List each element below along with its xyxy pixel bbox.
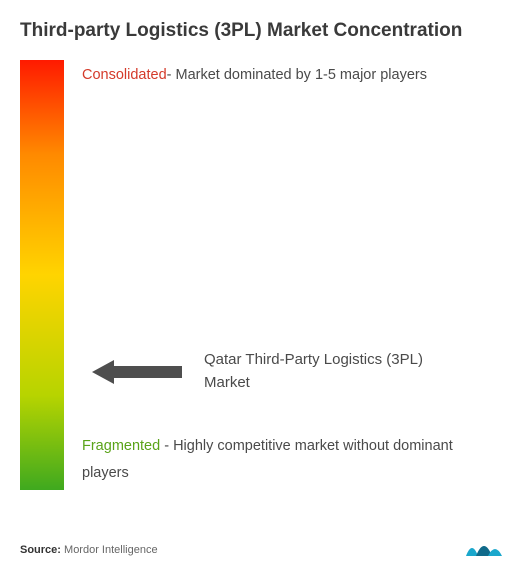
arrow-shape: [92, 360, 182, 384]
consolidated-desc: - Market dominated by 1-5 major players: [167, 67, 427, 83]
consolidated-label: Consolidated- Market dominated by 1-5 ma…: [82, 62, 498, 90]
concentration-gradient-bar: [20, 60, 64, 490]
arrow-left-icon: [92, 360, 182, 384]
source-footer: Source: Mordor Intelligence: [20, 544, 158, 556]
chart-title: Third-party Logistics (3PL) Market Conce…: [20, 20, 508, 42]
fragmented-label: Fragmented - Highly competitive market w…: [82, 433, 498, 488]
mordor-logo-icon: [464, 534, 504, 560]
logo-shape-1: [466, 548, 478, 556]
labels-column: Consolidated- Market dominated by 1-5 ma…: [82, 60, 508, 490]
chart-body: Consolidated- Market dominated by 1-5 ma…: [20, 60, 508, 490]
source-value: Mordor Intelligence: [61, 544, 158, 556]
market-marker: Qatar Third-Party Logistics (3PL) Market: [92, 349, 454, 394]
source-label: Source:: [20, 544, 61, 556]
fragmented-term: Fragmented: [82, 438, 160, 454]
logo-shape-3: [488, 549, 502, 556]
consolidated-term: Consolidated: [82, 67, 167, 83]
market-marker-text: Qatar Third-Party Logistics (3PL) Market: [204, 349, 454, 394]
